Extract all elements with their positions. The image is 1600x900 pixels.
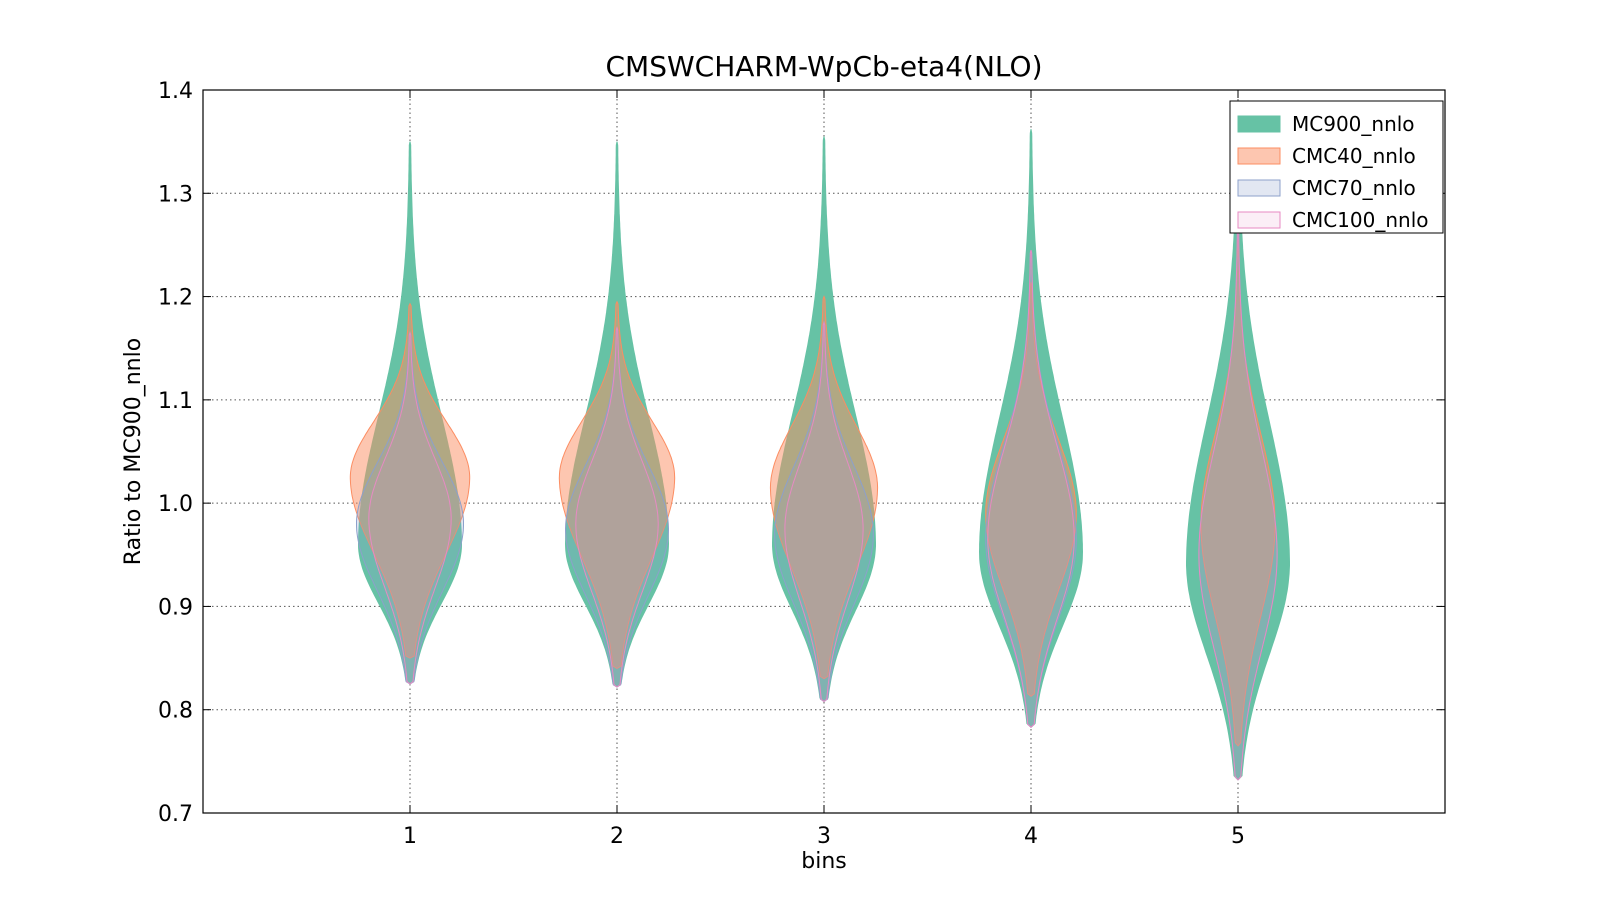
y-tick-label: 0.7	[158, 802, 193, 827]
violin-CMC40_nnlo-bin-3	[769, 295, 879, 680]
y-tick-label: 1.2	[158, 286, 193, 311]
y-axis-label: Ratio to MC900_nnlo	[121, 338, 146, 565]
x-axis-label: bins	[801, 849, 846, 874]
x-tick-label: 4	[1024, 824, 1038, 849]
violin-CMC40_nnlo-bin-1	[349, 302, 471, 659]
legend-swatch	[1237, 147, 1281, 165]
x-tick-label: 5	[1231, 824, 1245, 849]
violin-CMC100_nnlo-bin-3	[784, 320, 864, 703]
x-tick-label: 1	[403, 824, 417, 849]
legend-label: CMC100_nnlo	[1292, 208, 1429, 232]
violin-CMC70_nnlo-bin-2	[565, 328, 669, 688]
legend-label: CMC40_nnlo	[1292, 144, 1416, 168]
legend-swatch	[1237, 211, 1281, 229]
y-tick-label: 1.0	[158, 492, 193, 517]
legend-swatch	[1237, 115, 1281, 133]
violin-CMC100_nnlo-bin-1	[368, 331, 452, 685]
violin-CMC100_nnlo-bin-5	[1198, 224, 1278, 781]
legend-label: CMC70_nnlo	[1292, 176, 1416, 200]
legend: MC900_nnlo CMC40_nnlo CMC70_nnlo CMC100_nnl…	[1229, 100, 1444, 234]
x-tick-label: 3	[817, 824, 831, 849]
y-tick-label: 1.1	[158, 389, 193, 414]
violin-CMC40_nnlo-bin-5	[1200, 239, 1276, 747]
violin-CMC100_nnlo-bin-4	[987, 249, 1075, 728]
y-tick-label: 1.4	[158, 79, 193, 104]
ticks: 0.7 0.8 0.9 1.0 1.1 1.2 1.3 1.4 1 2 3 4 5	[158, 79, 1445, 849]
x-tick-label: 2	[610, 824, 624, 849]
chart-title: CMSWCHARM-WpCb-eta4(NLO)	[605, 50, 1042, 83]
legend-label: MC900_nnlo	[1292, 112, 1415, 136]
y-tick-label: 0.8	[158, 699, 193, 724]
legend-swatch	[1237, 179, 1281, 197]
y-tick-label: 0.9	[158, 595, 193, 620]
y-tick-label: 1.3	[158, 182, 193, 207]
violin-CMC40_nnlo-bin-2	[558, 300, 676, 669]
violin-CMC40_nnlo-bin-4	[985, 281, 1077, 697]
violin-CMC100_nnlo-bin-2	[575, 325, 659, 688]
violins	[349, 120, 1290, 781]
